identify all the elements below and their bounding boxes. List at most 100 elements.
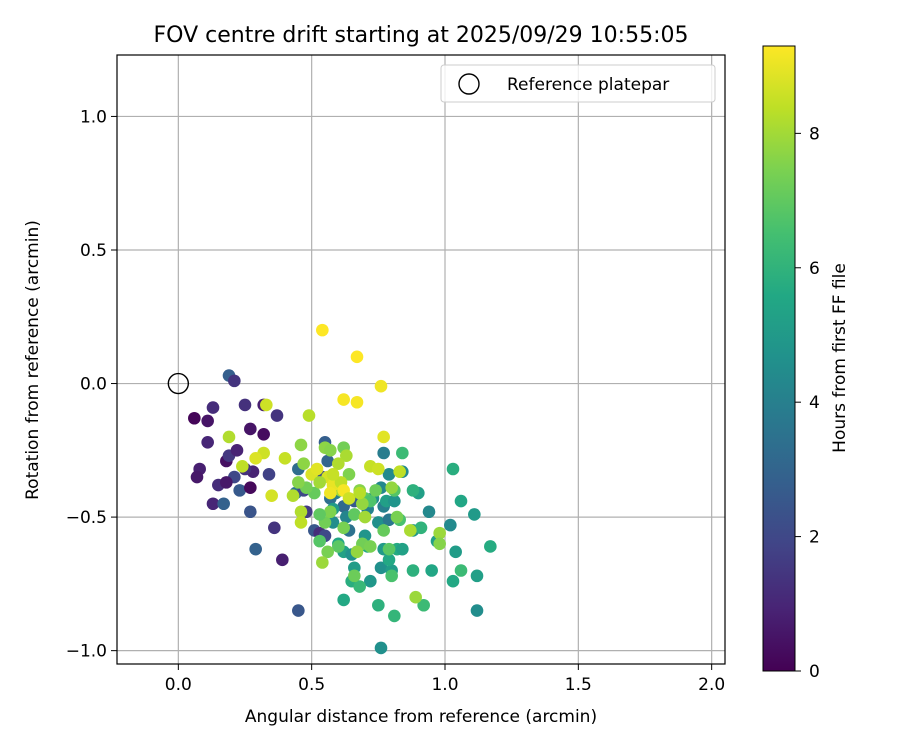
scatter-point <box>220 476 233 489</box>
scatter-point <box>377 524 390 537</box>
scatter-point <box>260 398 273 412</box>
scatter-point <box>292 604 305 617</box>
reference-marker-group <box>167 372 190 395</box>
scatter-point <box>356 497 369 511</box>
scatter-point <box>409 590 422 604</box>
scatter-point <box>348 508 361 521</box>
legend-reference-marker <box>458 73 480 95</box>
scatter-point <box>332 457 345 470</box>
scatter-point <box>449 545 462 559</box>
scatter-point <box>404 524 417 537</box>
colorbar-tick-label: 0 <box>809 662 820 682</box>
scatter-point <box>350 395 364 409</box>
scatter-point <box>446 574 460 588</box>
scatter-point <box>342 468 356 481</box>
x-axis-ticks: 0.0 0.5 1.0 1.5 2.0 <box>165 664 725 695</box>
scatter-point <box>201 414 214 428</box>
scatter-point <box>316 323 329 337</box>
scatter-point <box>422 505 436 519</box>
scatter-point <box>206 401 220 414</box>
colorbar-label: Hours from first FF file <box>830 263 850 453</box>
scatter-points <box>188 323 497 655</box>
scatter-point <box>292 476 305 489</box>
scatter-point <box>406 484 420 497</box>
scatter-point <box>444 518 457 532</box>
x-tick-label: 0.5 <box>298 675 325 695</box>
scatter-point <box>313 476 326 489</box>
scatter-point <box>425 564 438 577</box>
scatter-point <box>382 468 396 481</box>
scatter-point <box>324 505 337 519</box>
scatter-point <box>348 569 361 583</box>
scatter-point <box>228 374 241 388</box>
scatter-point <box>337 521 350 535</box>
scatter-point <box>302 409 316 422</box>
colorbar <box>762 45 796 672</box>
legend-entry-reference: Reference platepar <box>507 75 669 95</box>
scatter-point <box>244 422 257 436</box>
scatter-point <box>369 484 382 497</box>
scatter-point <box>393 465 406 478</box>
scatter-point <box>249 542 262 556</box>
legend: Reference platepar <box>440 64 716 103</box>
scatter-point <box>206 497 220 511</box>
scatter-point <box>382 553 396 567</box>
scatter-point <box>337 593 350 607</box>
scatter-point <box>294 516 308 529</box>
scatter-point <box>324 444 337 457</box>
scatter-point <box>433 537 446 551</box>
scatter-point <box>236 460 249 473</box>
scatter-point <box>268 521 281 535</box>
scatter-point <box>353 580 366 593</box>
colorbar-tick-label: 2 <box>809 528 820 548</box>
x-tick-label: 1.0 <box>431 675 458 695</box>
scatter-point <box>454 494 468 508</box>
plot-frame <box>116 54 726 665</box>
scatter-point <box>342 492 356 505</box>
legend-box <box>440 64 716 103</box>
scatter-point <box>297 457 310 470</box>
y-tick-label: 1.0 <box>80 107 107 127</box>
scatter-point <box>321 545 334 559</box>
scatter-point <box>390 510 404 524</box>
scatter-point <box>374 379 388 393</box>
scatter-point <box>374 641 388 655</box>
scatter-point <box>244 505 257 519</box>
scatter-point <box>382 542 396 556</box>
scatter-point <box>244 481 257 495</box>
scatter-point <box>340 449 353 462</box>
scatter-point <box>350 545 364 559</box>
scatter-point <box>470 569 484 583</box>
y-tick-label: 0.5 <box>80 241 107 261</box>
scatter-point <box>388 494 401 508</box>
grid <box>117 55 725 664</box>
scatter-point <box>377 446 390 460</box>
y-axis-ticks: 1.0 0.5 0.0 −0.5 −1.0 <box>66 107 117 662</box>
scatter-point <box>238 398 252 412</box>
scatter-point <box>276 553 289 567</box>
scatter-point <box>374 561 388 575</box>
scatter-point <box>470 604 484 617</box>
y-tick-label: −1.0 <box>66 642 107 662</box>
scatter-point <box>364 540 377 553</box>
scatter-point <box>396 542 409 556</box>
colorbar-ticks: 0 2 4 6 8 <box>795 124 820 682</box>
scatter-point <box>372 462 385 476</box>
scatter-point <box>385 481 398 495</box>
scatter-point <box>313 534 326 548</box>
scatter-point <box>278 452 292 465</box>
scatter-point <box>350 350 364 364</box>
scatter-point <box>433 526 446 540</box>
scatter-point <box>313 508 326 521</box>
scatter-point <box>364 574 377 588</box>
scatter-point <box>294 438 308 452</box>
scatter-point <box>326 468 340 481</box>
y-axis-label: Rotation from reference (arcmin) <box>23 220 43 500</box>
y-tick-label: 0.0 <box>80 375 107 395</box>
scatter-point <box>406 564 420 577</box>
scatter-point <box>388 609 401 623</box>
x-tick-label: 2.0 <box>698 675 725 695</box>
scatter-point <box>286 489 300 503</box>
y-tick-label: −0.5 <box>66 508 107 528</box>
